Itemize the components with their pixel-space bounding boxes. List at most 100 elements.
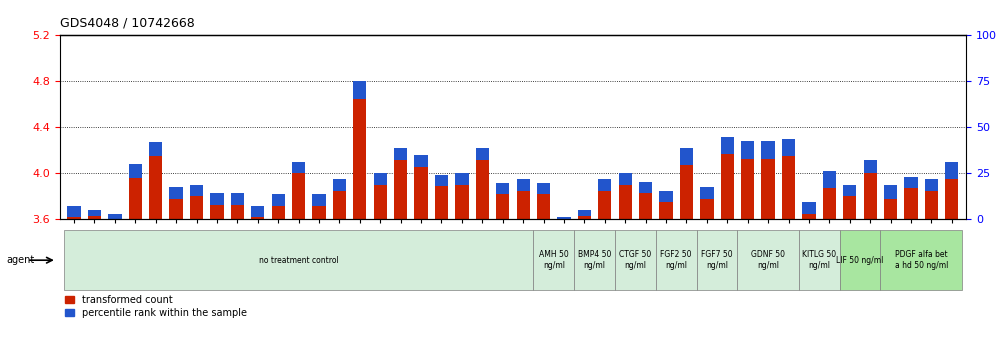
Bar (823, 171, 836, 188)
FancyBboxPatch shape (574, 230, 615, 290)
Bar (333, 179, 346, 191)
Bar (639, 182, 652, 193)
Bar (476, 148, 489, 160)
Bar (700, 187, 713, 199)
Bar (721, 137, 734, 219)
Bar (231, 193, 244, 205)
Bar (496, 183, 509, 219)
FancyBboxPatch shape (880, 230, 962, 290)
Bar (210, 193, 223, 205)
Bar (599, 179, 612, 219)
Bar (700, 187, 713, 219)
Bar (803, 202, 816, 214)
Bar (884, 185, 897, 199)
Bar (762, 141, 775, 159)
Bar (210, 193, 223, 219)
Bar (455, 173, 468, 185)
Bar (537, 183, 550, 219)
Bar (149, 142, 162, 219)
Bar (639, 182, 652, 219)
Bar (169, 187, 182, 199)
Bar (455, 173, 468, 219)
Text: FGF7 50
ng/ml: FGF7 50 ng/ml (701, 251, 733, 270)
Bar (945, 162, 958, 179)
Bar (558, 217, 571, 223)
FancyBboxPatch shape (655, 230, 696, 290)
Bar (354, 81, 367, 99)
Bar (924, 179, 938, 191)
Text: BMP4 50
ng/ml: BMP4 50 ng/ml (578, 251, 612, 270)
Bar (435, 175, 448, 219)
Bar (354, 81, 367, 219)
Bar (945, 162, 958, 219)
FancyBboxPatch shape (799, 230, 840, 290)
Bar (619, 173, 631, 185)
Bar (292, 162, 305, 173)
Bar (414, 155, 427, 166)
Bar (924, 179, 938, 219)
Text: PDGF alfa bet
a hd 50 ng/ml: PDGF alfa bet a hd 50 ng/ml (894, 251, 948, 270)
Bar (904, 177, 917, 188)
Bar (659, 191, 672, 219)
Bar (272, 194, 285, 219)
Bar (599, 179, 612, 191)
Bar (823, 171, 836, 219)
FancyBboxPatch shape (533, 230, 574, 290)
Bar (333, 179, 346, 219)
Legend: transformed count, percentile rank within the sample: transformed count, percentile rank withi… (65, 295, 247, 318)
Text: CTGF 50
ng/ml: CTGF 50 ng/ml (620, 251, 651, 270)
Bar (435, 175, 448, 186)
FancyBboxPatch shape (840, 230, 880, 290)
FancyBboxPatch shape (615, 230, 655, 290)
Text: agent: agent (6, 255, 34, 265)
Bar (313, 194, 326, 206)
Bar (374, 173, 386, 219)
Text: GDNF 50
ng/ml: GDNF 50 ng/ml (751, 251, 785, 270)
Bar (721, 137, 734, 154)
Bar (782, 139, 795, 219)
Bar (496, 183, 509, 194)
Text: LIF 50 ng/ml: LIF 50 ng/ml (837, 256, 883, 265)
Bar (537, 183, 550, 194)
Bar (88, 210, 102, 219)
Bar (517, 179, 530, 191)
Bar (292, 162, 305, 219)
Bar (251, 206, 264, 219)
Bar (558, 217, 571, 219)
Bar (844, 185, 857, 196)
Text: FGF2 50
ng/ml: FGF2 50 ng/ml (660, 251, 692, 270)
Text: AMH 50
ng/ml: AMH 50 ng/ml (539, 251, 569, 270)
Text: KITLG 50
ng/ml: KITLG 50 ng/ml (802, 251, 837, 270)
Bar (762, 141, 775, 219)
Bar (680, 148, 693, 219)
Bar (476, 148, 489, 219)
Bar (864, 160, 876, 173)
Bar (741, 141, 754, 219)
Bar (864, 160, 876, 219)
Bar (517, 179, 530, 219)
Bar (231, 193, 244, 219)
FancyBboxPatch shape (696, 230, 737, 290)
Bar (68, 206, 81, 217)
Bar (803, 202, 816, 219)
Bar (190, 185, 203, 196)
Bar (394, 148, 407, 160)
Bar (251, 206, 264, 217)
Text: no treatment control: no treatment control (259, 256, 339, 265)
Bar (169, 187, 182, 219)
Bar (844, 185, 857, 219)
Bar (414, 155, 427, 219)
Bar (578, 210, 591, 219)
Bar (884, 185, 897, 219)
Bar (88, 210, 102, 216)
Bar (659, 191, 672, 202)
Bar (313, 194, 326, 219)
Bar (128, 164, 141, 178)
Bar (190, 185, 203, 219)
Bar (68, 206, 81, 219)
FancyBboxPatch shape (64, 230, 533, 290)
Bar (109, 214, 122, 219)
Bar (109, 214, 122, 219)
Bar (904, 177, 917, 219)
Bar (272, 194, 285, 206)
